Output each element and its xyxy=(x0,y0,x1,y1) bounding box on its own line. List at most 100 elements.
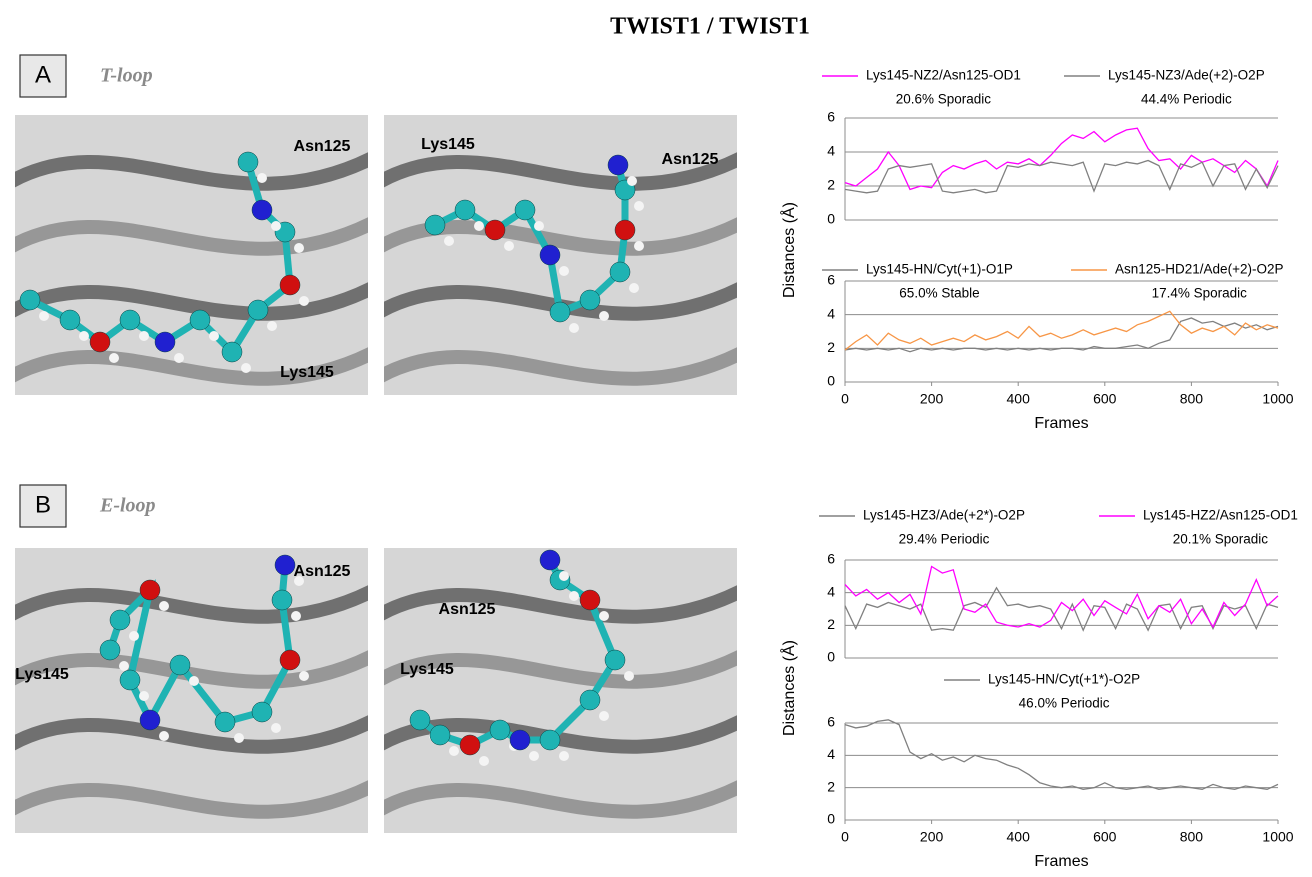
x-tick-label: 400 xyxy=(1007,829,1031,845)
hydrogen xyxy=(559,571,569,581)
hydrogen xyxy=(174,353,184,363)
y-tick-label: 0 xyxy=(827,811,835,827)
hydrogen xyxy=(299,671,309,681)
atom xyxy=(550,302,570,322)
panel-letter: A xyxy=(35,61,51,88)
hydrogen xyxy=(559,751,569,761)
hydrogen xyxy=(634,241,644,251)
atom xyxy=(238,152,258,172)
residue-label: Lys145 xyxy=(421,136,475,153)
legend-label: Asn125-HD21/Ade(+2)-O2P xyxy=(1115,262,1283,277)
atom xyxy=(515,200,535,220)
y-axis-label: Distances (Å) xyxy=(779,202,798,298)
atom xyxy=(252,200,272,220)
x-tick-label: 200 xyxy=(920,829,944,845)
hydrogen xyxy=(271,221,281,231)
atom xyxy=(248,300,268,320)
legend-label: Lys145-HN/Cyt(+1*)-O2P xyxy=(988,672,1140,687)
hydrogen xyxy=(474,221,484,231)
hydrogen xyxy=(159,731,169,741)
x-tick-label: 0 xyxy=(841,391,849,407)
atom xyxy=(615,220,635,240)
atom xyxy=(110,610,130,630)
hydrogen xyxy=(119,661,129,671)
hydrogen xyxy=(139,331,149,341)
molecule-render xyxy=(374,548,747,833)
atom xyxy=(215,712,235,732)
y-tick-label: 6 xyxy=(827,714,835,730)
y-tick-label: 2 xyxy=(827,616,835,632)
legend-label: Lys145-HN/Cyt(+1)-O1P xyxy=(866,262,1013,277)
atom xyxy=(140,710,160,730)
residue-label: Lys145 xyxy=(400,661,454,678)
atom xyxy=(20,290,40,310)
hydrogen xyxy=(291,611,301,621)
hydrogen xyxy=(534,221,544,231)
hydrogen xyxy=(209,331,219,341)
hydrogen xyxy=(299,296,309,306)
atom xyxy=(460,735,480,755)
x-tick-label: 0 xyxy=(841,829,849,845)
y-tick-label: 4 xyxy=(827,143,835,159)
atom xyxy=(222,342,242,362)
atom xyxy=(280,650,300,670)
hydrogen xyxy=(79,331,89,341)
atom xyxy=(140,580,160,600)
atom xyxy=(540,550,560,570)
y-tick-label: 4 xyxy=(827,583,835,599)
x-tick-label: 800 xyxy=(1180,391,1204,407)
hydrogen xyxy=(159,601,169,611)
x-tick-label: 200 xyxy=(920,391,944,407)
hydrogen xyxy=(271,723,281,733)
annotation: 20.6% Sporadic xyxy=(896,92,992,107)
residue-label: Asn125 xyxy=(294,563,351,580)
x-tick-label: 1000 xyxy=(1262,391,1293,407)
y-tick-label: 6 xyxy=(827,551,835,567)
series-line xyxy=(845,720,1278,790)
hydrogen xyxy=(599,611,609,621)
hydrogen xyxy=(569,323,579,333)
atom xyxy=(190,310,210,330)
atom xyxy=(120,310,140,330)
hydrogen xyxy=(241,363,251,373)
hydrogen xyxy=(189,676,199,686)
atom xyxy=(170,655,190,675)
x-tick-label: 400 xyxy=(1007,391,1031,407)
x-tick-label: 600 xyxy=(1093,391,1117,407)
atom xyxy=(60,310,80,330)
residue-label: Lys145 xyxy=(15,666,69,683)
atom xyxy=(425,215,445,235)
residue-label: Asn125 xyxy=(662,151,719,168)
legend-label: Lys145-HZ2/Asn125-OD1 xyxy=(1143,508,1298,523)
y-tick-label: 2 xyxy=(827,778,835,794)
legend-label: Lys145-NZ3/Ade(+2)-O2P xyxy=(1108,68,1265,83)
y-tick-label: 0 xyxy=(827,373,835,389)
annotation: 20.1% Sporadic xyxy=(1173,532,1269,547)
series-line xyxy=(845,318,1278,352)
hydrogen xyxy=(257,173,267,183)
atom xyxy=(252,702,272,722)
figure: TWIST1 / TWIST1 AT-loopAsn125Lys145Lys14… xyxy=(0,0,1312,877)
atom xyxy=(90,332,110,352)
loop-label: E-loop xyxy=(99,495,156,517)
hydrogen xyxy=(267,321,277,331)
x-axis-label: Frames xyxy=(1034,853,1088,870)
hydrogen xyxy=(504,241,514,251)
x-axis-label: Frames xyxy=(1034,415,1088,432)
annotation: 46.0% Periodic xyxy=(1019,696,1110,711)
atom xyxy=(430,725,450,745)
y-tick-label: 4 xyxy=(827,305,835,321)
hydrogen xyxy=(529,751,539,761)
x-tick-label: 800 xyxy=(1180,829,1204,845)
annotation: 65.0% Stable xyxy=(899,286,979,301)
figure-title: TWIST1 / TWIST1 xyxy=(610,14,810,40)
hydrogen xyxy=(629,283,639,293)
atom xyxy=(580,590,600,610)
legend-label: Lys145-HZ3/Ade(+2*)-O2P xyxy=(863,508,1025,523)
hydrogen xyxy=(559,266,569,276)
residue-label: Asn125 xyxy=(294,138,351,155)
hydrogen xyxy=(294,243,304,253)
hydrogen xyxy=(624,671,634,681)
legend-label: Lys145-NZ2/Asn125-OD1 xyxy=(866,68,1021,83)
annotation: 29.4% Periodic xyxy=(899,532,990,547)
